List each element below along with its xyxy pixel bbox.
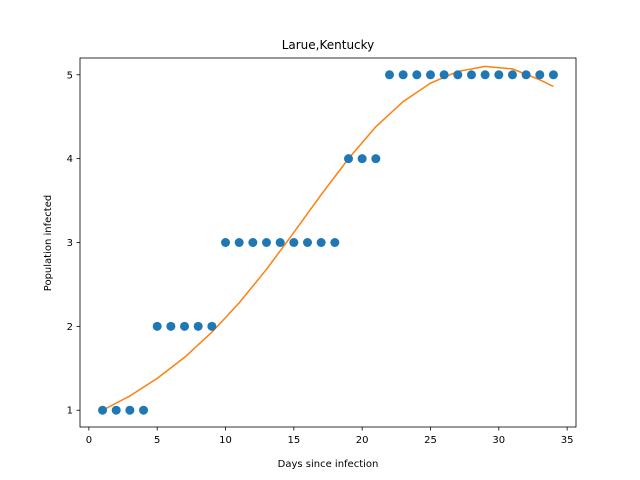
x-tick-label: 20: [356, 435, 369, 446]
data-point: [453, 70, 463, 80]
x-tick-label: 15: [287, 435, 300, 446]
data-point: [152, 321, 162, 331]
plot-area: [98, 65, 558, 415]
x-tick-label: 10: [219, 435, 232, 446]
data-point: [384, 70, 394, 80]
y-tick-label: 3: [67, 238, 73, 249]
data-point: [425, 70, 435, 80]
data-point: [303, 238, 312, 247]
data-point: [398, 70, 408, 80]
x-tick-label: 30: [492, 435, 505, 446]
y-tick-label: 5: [67, 70, 73, 81]
data-point: [316, 238, 326, 247]
data-point: [234, 238, 244, 247]
x-tick-label: 5: [154, 435, 160, 446]
x-tick-label: 0: [86, 435, 92, 446]
data-point: [330, 238, 340, 247]
x-tick-label: 25: [424, 435, 437, 446]
data-point: [289, 238, 299, 247]
data-point: [480, 70, 490, 80]
data-point: [275, 238, 285, 247]
data-point: [180, 321, 190, 331]
data-point: [248, 238, 258, 247]
axes: 0 5 10 15 20 25 30 35 1 2 3 4 5: [67, 57, 577, 446]
data-point: [439, 70, 449, 80]
data-point: [111, 405, 121, 415]
fit-curve-line: [102, 65, 554, 411]
y-tick-label: 2: [67, 322, 73, 333]
data-point: [371, 154, 381, 164]
data-point: [125, 405, 135, 415]
data-point: [548, 70, 558, 80]
y-tick-label: 4: [67, 154, 73, 165]
chart-title: Larue,Kentucky: [282, 38, 375, 52]
y-tick-label: 1: [67, 406, 73, 417]
data-point: [535, 70, 545, 80]
data-point: [207, 321, 217, 331]
data-point: [221, 238, 231, 247]
data-point: [521, 70, 531, 80]
x-tick-label: 35: [561, 435, 574, 446]
data-point: [357, 154, 367, 164]
y-axis-label: Population infected: [43, 195, 54, 291]
data-point: [494, 70, 504, 80]
data-point: [139, 405, 149, 415]
data-point: [344, 154, 353, 164]
data-point: [412, 70, 422, 80]
data-point: [98, 405, 108, 415]
data-point: [507, 70, 517, 80]
data-point: [193, 321, 203, 331]
x-axis-label: Days since infection: [278, 459, 379, 470]
data-point: [466, 70, 476, 80]
data-point: [262, 238, 272, 247]
data-point: [166, 321, 176, 331]
